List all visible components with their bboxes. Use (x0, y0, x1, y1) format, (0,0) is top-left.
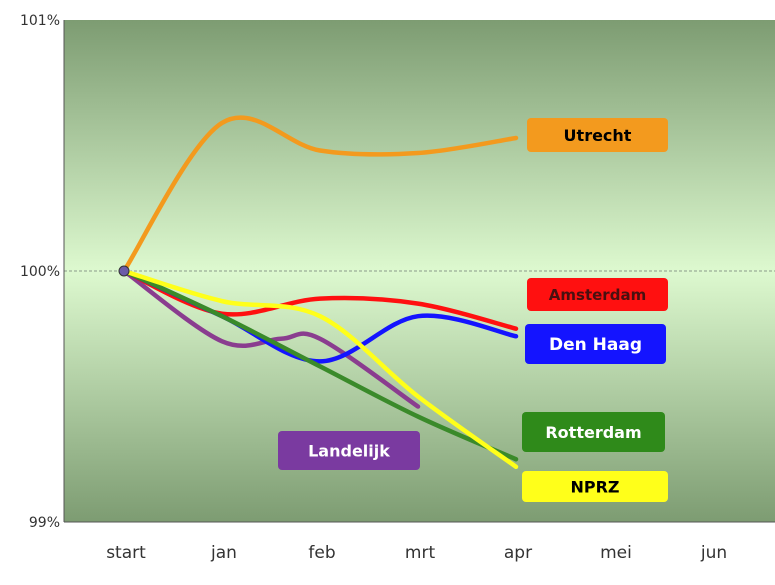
series-label-amsterdam: Amsterdam (527, 278, 668, 311)
series-label-rotterdam: Rotterdam (522, 412, 665, 452)
series-label-text: Amsterdam (549, 286, 646, 304)
series-label-text: Landelijk (308, 441, 390, 460)
x-tick-label: mrt (405, 543, 436, 563)
start-point (118, 265, 130, 277)
x-tick-label: apr (504, 543, 532, 563)
series-label-den-haag: Den Haag (525, 324, 666, 364)
y-tick-label: 101% (20, 13, 60, 29)
series-line-rotterdam (121, 268, 519, 462)
series-label-box (527, 118, 668, 152)
series-label-text: Den Haag (549, 335, 642, 355)
x-tick-label: jun (700, 543, 727, 563)
series-label-box (522, 412, 665, 452)
series-label-box (278, 431, 420, 470)
series-label-utrecht: Utrecht (527, 118, 668, 152)
y-tick-label: 100% (20, 264, 60, 280)
series-label-box (522, 471, 668, 502)
series-label-nprz: NPRZ (522, 471, 668, 502)
series-line-amsterdam (121, 268, 519, 331)
series-label-box (525, 324, 666, 364)
y-tick-label: 99% (29, 515, 60, 531)
series-label-landelijk: Landelijk (278, 431, 420, 470)
series-label-text: Rotterdam (545, 423, 641, 442)
x-tick-label: mei (600, 543, 632, 563)
x-tick-label: feb (308, 543, 335, 563)
series-line-landelijk (121, 268, 421, 409)
series-label-text: NPRZ (570, 477, 619, 496)
series-line-utrecht (121, 115, 519, 274)
x-tick-label: start (106, 543, 146, 563)
x-tick-label: jan (210, 543, 237, 563)
series-label-box (527, 278, 668, 311)
series-line-nprz (121, 268, 519, 470)
series-label-text: Utrecht (564, 126, 632, 145)
